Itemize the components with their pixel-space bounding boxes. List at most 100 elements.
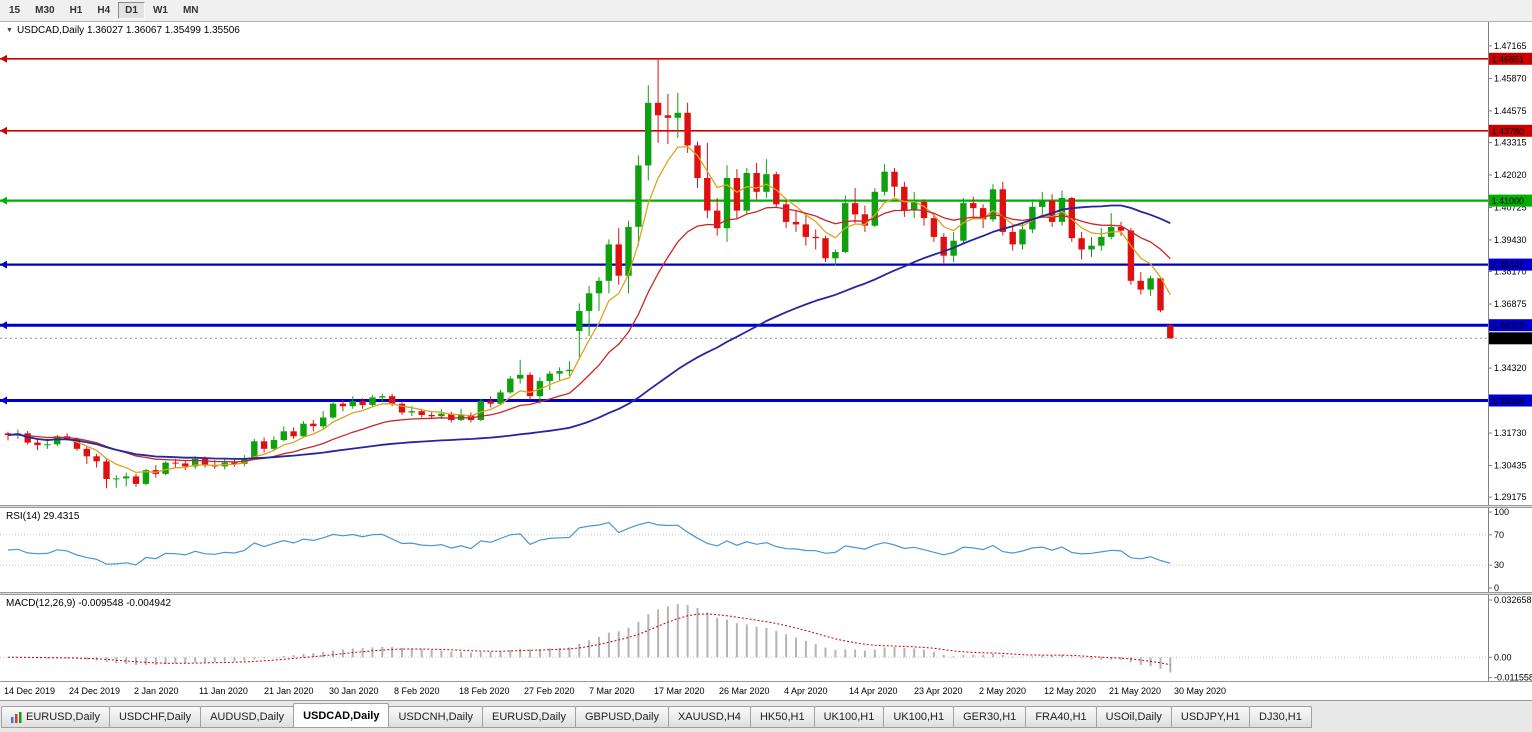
date-label: 23 Apr 2020 xyxy=(914,686,963,696)
tab-label: USOil,Daily xyxy=(1105,711,1162,723)
svg-text:-0.011558: -0.011558 xyxy=(1494,673,1532,681)
svg-text:0.032658: 0.032658 xyxy=(1494,595,1532,605)
svg-text:1.41000: 1.41000 xyxy=(1492,196,1525,206)
chart-tab-audusd-daily[interactable]: AUDUSD,Daily xyxy=(200,706,295,728)
date-label: 21 May 2020 xyxy=(1109,686,1162,696)
svg-text:1.47165: 1.47165 xyxy=(1494,41,1527,51)
date-label: 11 Jan 2020 xyxy=(199,686,248,696)
chart-tab-fra40-h1[interactable]: FRA40,H1 xyxy=(1025,706,1097,728)
chart-tab-dj30-h1[interactable]: DJ30,H1 xyxy=(1249,706,1312,728)
svg-text:1.30435: 1.30435 xyxy=(1494,461,1527,471)
chart-tab-usdcad-daily[interactable]: USDCAD,Daily xyxy=(293,703,390,728)
tab-label: EURUSD,Daily xyxy=(26,711,100,723)
date-label: 8 Feb 2020 xyxy=(394,686,440,696)
svg-text:1.42020: 1.42020 xyxy=(1494,170,1527,180)
timeframe-toolbar: 15 M30 H1 H4 D1 W1 MN xyxy=(0,0,1532,22)
timeframe-button-15[interactable]: 15 xyxy=(9,5,21,16)
svg-text:1.43315: 1.43315 xyxy=(1494,138,1527,148)
chart-tab-usoil-daily[interactable]: USOil,Daily xyxy=(1095,706,1172,728)
date-label: 4 Apr 2020 xyxy=(784,686,828,696)
tab-label: USDCHF,Daily xyxy=(118,711,192,723)
date-label: 2 May 2020 xyxy=(979,686,1027,696)
date-label: 14 Apr 2020 xyxy=(849,686,898,696)
chart-icon xyxy=(11,711,22,723)
timeframe-button-h4[interactable]: H4 xyxy=(97,5,111,16)
date-label: 17 Mar 2020 xyxy=(654,686,705,696)
macd-canvas[interactable]: 0.032658 0.00 -0.011558 xyxy=(0,595,1532,681)
chart-tab-usdchf-daily[interactable]: USDCHF,Daily xyxy=(108,706,202,728)
chart-tab-uk100-h1[interactable]: UK100,H1 xyxy=(883,706,955,728)
tab-label: UK100,H1 xyxy=(823,711,875,723)
date-label: 30 Jan 2020 xyxy=(329,686,379,696)
timeframe-button-h1[interactable]: H1 xyxy=(69,5,83,16)
tab-label: USDCAD,Daily xyxy=(303,709,380,722)
timeframe-button-d1[interactable]: D1 xyxy=(118,2,145,19)
tab-label: FRA40,H1 xyxy=(1035,711,1087,723)
rsi-pane: 100 70 30 0 RSI(14) 29.4315 xyxy=(0,508,1532,592)
svg-text:70: 70 xyxy=(1494,530,1504,540)
chart-tab-uk100-h1[interactable]: UK100,H1 xyxy=(813,706,885,728)
svg-text:1.34320: 1.34320 xyxy=(1494,363,1527,373)
date-label: 2 Jan 2020 xyxy=(134,686,179,696)
chart-area: 1.47165 1.45870 1.44575 1.43315 1.42020 1.407… xyxy=(0,22,1532,700)
chart-tab-usdjpy-h1[interactable]: USDJPY,H1 xyxy=(1170,706,1251,728)
tab-label: UK100,H1 xyxy=(893,711,945,723)
svg-text:1.44575: 1.44575 xyxy=(1494,106,1527,116)
macd-pane: 0.032658 0.00 -0.011558 MACD(12,26,9) -0.0… xyxy=(0,595,1532,681)
tab-label: GER30,H1 xyxy=(963,711,1017,723)
chart-tab-eurusd-daily[interactable]: EURUSD,Daily xyxy=(482,706,576,728)
tab-label: GBPUSD,Daily xyxy=(585,711,659,723)
date-label: 7 Mar 2020 xyxy=(589,686,635,696)
tab-label: USDCNH,Daily xyxy=(398,711,474,723)
rsi-canvas[interactable]: 100 70 30 0 xyxy=(0,508,1532,592)
svg-text:1.40725: 1.40725 xyxy=(1494,203,1527,213)
timeframe-button-w1[interactable]: W1 xyxy=(152,5,168,16)
svg-text:0.00: 0.00 xyxy=(1494,652,1512,662)
svg-text:1.35506: 1.35506 xyxy=(1492,334,1525,344)
date-label: 14 Dec 2019 xyxy=(4,686,56,696)
chart-tab-eurusd-daily[interactable]: EURUSD,Daily xyxy=(1,706,110,728)
date-label: 30 May 2020 xyxy=(1174,686,1227,696)
macd-label: MACD(12,26,9) -0.009548 -0.004942 xyxy=(6,598,172,609)
timeframe-button-m30[interactable]: M30 xyxy=(35,5,55,16)
svg-text:1.38447: 1.38447 xyxy=(1492,260,1525,270)
chart-tab-ger30-h1[interactable]: GER30,H1 xyxy=(953,706,1027,728)
price-chart-canvas[interactable]: 1.47165 1.45870 1.44575 1.43315 1.42020 1.407… xyxy=(0,22,1532,505)
svg-text:1.36875: 1.36875 xyxy=(1494,299,1527,309)
date-label: 21 Jan 2020 xyxy=(264,686,314,696)
chart-tab-hk50-h1[interactable]: HK50,H1 xyxy=(749,706,815,728)
tab-label: DJ30,H1 xyxy=(1259,711,1302,723)
chart-tab-usdcnh-daily[interactable]: USDCNH,Daily xyxy=(388,706,484,728)
svg-text:0: 0 xyxy=(1494,583,1499,592)
tab-label: USDJPY,H1 xyxy=(1180,711,1241,723)
pane-splitter[interactable] xyxy=(0,592,1532,595)
date-label: 24 Dec 2019 xyxy=(69,686,121,696)
svg-text:1.31730: 1.31730 xyxy=(1494,428,1527,438)
price-pane: 1.47165 1.45870 1.44575 1.43315 1.42020 1.407… xyxy=(0,22,1532,505)
tab-label: EURUSD,Daily xyxy=(492,711,566,723)
chart-tab-xauusd-h4[interactable]: XAUUSD,H4 xyxy=(667,706,751,728)
chart-tab-gbpusd-daily[interactable]: GBPUSD,Daily xyxy=(575,706,669,728)
svg-text:30: 30 xyxy=(1494,560,1504,570)
svg-text:1.38170: 1.38170 xyxy=(1494,267,1527,277)
tab-label: XAUUSD,H4 xyxy=(677,711,741,723)
chart-tab-bar: EURUSD,Daily USDCHF,Daily AUDUSD,Daily USDC… xyxy=(0,700,1532,732)
svg-text:100: 100 xyxy=(1494,508,1509,517)
date-label: 12 May 2020 xyxy=(1044,686,1097,696)
date-label: 18 Feb 2020 xyxy=(459,686,510,696)
date-label: 27 Feb 2020 xyxy=(524,686,575,696)
svg-text:1.46651: 1.46651 xyxy=(1492,54,1525,64)
svg-text:1.33026: 1.33026 xyxy=(1492,396,1525,406)
svg-text:1.36029: 1.36029 xyxy=(1492,321,1525,331)
chart-title: ▼ USDCAD,Daily 1.36027 1.36067 1.35499 1.… xyxy=(6,25,240,36)
svg-text:1.43780: 1.43780 xyxy=(1492,126,1525,136)
pane-splitter[interactable] xyxy=(0,505,1532,508)
ohlc-title: USDCAD,Daily 1.36027 1.36067 1.35499 1.3… xyxy=(16,25,240,36)
rsi-label: RSI(14) 29.4315 xyxy=(6,511,80,522)
tab-label: AUDUSD,Daily xyxy=(210,711,285,723)
timeframe-button-mn[interactable]: MN xyxy=(182,5,199,16)
time-axis[interactable]: 14 Dec 2019 24 Dec 2019 2 Jan 2020 11 Jan 2… xyxy=(0,681,1532,700)
svg-text:1.45870: 1.45870 xyxy=(1494,73,1527,83)
tab-label: HK50,H1 xyxy=(759,711,805,723)
